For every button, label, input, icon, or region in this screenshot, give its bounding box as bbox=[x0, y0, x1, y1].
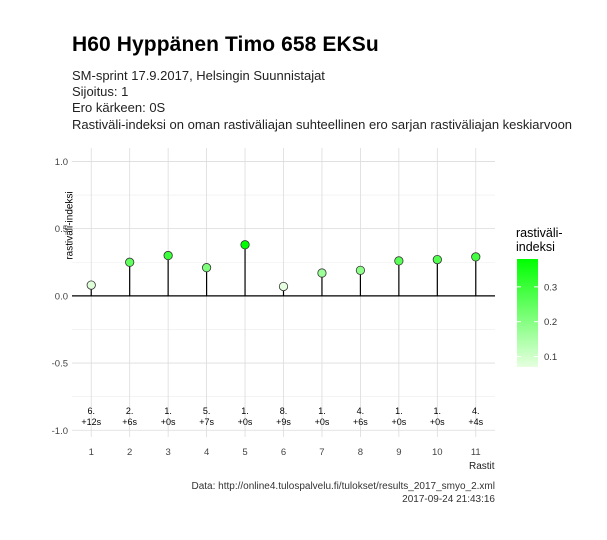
rank-label: 5. bbox=[203, 406, 211, 416]
grid-lines bbox=[72, 148, 495, 437]
rank-label: 4. bbox=[472, 406, 480, 416]
time-diff-label: +12s bbox=[81, 417, 101, 427]
legend-colorbar bbox=[517, 259, 538, 367]
y-tick-label: 0.0 bbox=[55, 291, 68, 302]
time-diff-label: +0s bbox=[161, 417, 176, 427]
rank-label: 8. bbox=[280, 406, 288, 416]
axis-ticks: 1.0 0.5 0.0 -0.5 -1.0 1 2 3 4 5 6 7 8 9 10 11 bbox=[52, 157, 481, 458]
x-tick-label: 1 bbox=[89, 447, 94, 458]
x-tick-label: 4 bbox=[204, 447, 209, 458]
legend-tick-label: 0.2 bbox=[544, 317, 557, 328]
legend-tick-label: 0.1 bbox=[544, 352, 557, 363]
chart-title: H60 Hyppänen Timo 658 EKSu bbox=[72, 33, 379, 56]
time-diff-label: +9s bbox=[276, 417, 291, 427]
legend-tick-label: 0.3 bbox=[544, 282, 557, 293]
y-tick-label: 1.0 bbox=[55, 157, 68, 168]
legend-title: rastiväli- indeksi bbox=[516, 226, 563, 254]
x-tick-label: 11 bbox=[471, 447, 481, 458]
time-diff-label: +0s bbox=[430, 417, 445, 427]
rank-label: 6. bbox=[87, 406, 95, 416]
lollipop-point bbox=[355, 265, 366, 275]
rank-label: 2. bbox=[126, 406, 134, 416]
lollipop-point bbox=[125, 257, 135, 267]
subtitle-event: SM-sprint 17.9.2017, Helsingin Suunnista… bbox=[72, 68, 325, 83]
time-diff-label: +7s bbox=[199, 417, 214, 427]
x-axis-title: Rastit bbox=[469, 461, 495, 472]
x-tick-label: 6 bbox=[281, 447, 286, 458]
lollipop-point bbox=[240, 240, 250, 250]
lollipop-point bbox=[317, 268, 327, 278]
lollipop-point bbox=[471, 252, 481, 262]
x-tick-label: 9 bbox=[396, 447, 401, 458]
rank-label: 1. bbox=[434, 406, 442, 416]
rank-label: 1. bbox=[164, 406, 172, 416]
x-tick-label: 7 bbox=[319, 447, 324, 458]
lollipop-point bbox=[86, 280, 96, 290]
lollipop-point bbox=[278, 281, 289, 292]
subtitle-description: Rastiväli-indeksi on oman rastiväliajan … bbox=[72, 117, 573, 132]
time-diff-label: +4s bbox=[468, 417, 483, 427]
color-legend: 0.3 0.2 0.1 bbox=[517, 259, 557, 367]
x-tick-label: 5 bbox=[242, 447, 247, 458]
lollipop-point bbox=[432, 254, 442, 265]
data-labels: 6.+12s2.+6s1.+0s5.+7s1.+0s8.+9s1.+0s4.+6… bbox=[81, 406, 483, 427]
subtitle-rank: Sijoitus: 1 bbox=[72, 84, 129, 99]
x-tick-label: 2 bbox=[127, 447, 132, 458]
time-diff-label: +6s bbox=[122, 417, 137, 427]
y-tick-label: -0.5 bbox=[52, 359, 68, 370]
time-diff-label: +6s bbox=[353, 417, 368, 427]
lollipop-point bbox=[201, 263, 212, 273]
data-marks bbox=[72, 240, 495, 297]
subtitle-gap: Ero kärkeen: 0S bbox=[72, 100, 166, 115]
timestamp-caption: 2017-09-24 21:43:16 bbox=[402, 494, 495, 505]
time-diff-label: +0s bbox=[238, 417, 253, 427]
y-tick-label: 0.5 bbox=[55, 224, 68, 235]
lollipop-point bbox=[394, 256, 404, 266]
time-diff-label: +0s bbox=[391, 417, 406, 427]
x-tick-label: 8 bbox=[358, 447, 363, 458]
rank-label: 1. bbox=[318, 406, 326, 416]
x-tick-label: 3 bbox=[165, 447, 170, 458]
lollipop-point bbox=[163, 250, 173, 261]
rank-label: 4. bbox=[357, 406, 365, 416]
rank-label: 1. bbox=[395, 406, 403, 416]
y-tick-label: -1.0 bbox=[52, 426, 68, 437]
source-caption: Data: http://online4.tulospalvelu.fi/tul… bbox=[191, 481, 495, 492]
time-diff-label: +0s bbox=[315, 417, 330, 427]
rank-label: 1. bbox=[241, 406, 249, 416]
x-tick-label: 10 bbox=[432, 447, 443, 458]
